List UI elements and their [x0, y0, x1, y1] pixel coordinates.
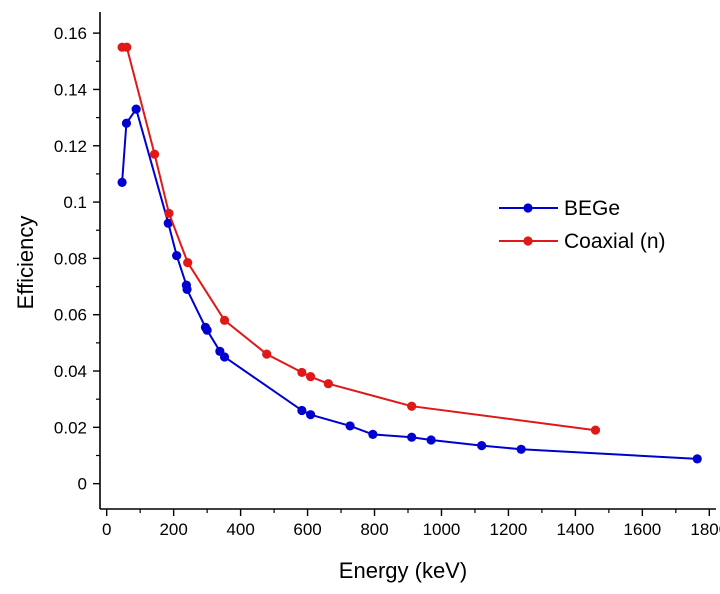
x-tick-label: 1400 — [556, 520, 594, 539]
x-tick-label: 200 — [159, 520, 187, 539]
data-point — [516, 444, 526, 454]
y-tick-label: 0.16 — [54, 24, 87, 43]
data-point — [407, 401, 417, 411]
x-tick-label: 1600 — [623, 520, 661, 539]
data-point — [219, 352, 230, 362]
data-point — [305, 410, 316, 420]
x-tick-label: 1200 — [490, 520, 528, 539]
data-point — [692, 454, 702, 464]
x-tick-label: 400 — [226, 520, 254, 539]
legend: BEGe Coaxial (n) — [499, 197, 666, 253]
legend-label: BEGe — [564, 197, 620, 220]
data-point — [297, 367, 307, 378]
data-point — [590, 425, 601, 435]
data-point — [297, 405, 307, 416]
data-point — [172, 250, 182, 261]
x-tick-label: 1000 — [423, 520, 461, 539]
x-axis-title: Energy (keV) — [339, 558, 467, 583]
data-point — [117, 177, 127, 187]
y-tick-label: 0 — [78, 475, 87, 494]
series-1 — [117, 42, 601, 435]
data-point — [407, 432, 417, 442]
series-line — [122, 46, 596, 432]
y-tick-label: 0.12 — [54, 137, 87, 156]
x-tick-label: 0 — [102, 520, 111, 539]
data-point — [219, 315, 230, 325]
data-point — [122, 42, 132, 52]
legend-marker — [523, 236, 533, 246]
data-point — [183, 258, 193, 268]
data-point — [202, 325, 212, 335]
data-point — [182, 284, 192, 294]
x-tick-label: 600 — [293, 520, 321, 539]
data-point — [131, 104, 141, 114]
y-axis-title: Efficiency — [13, 216, 38, 310]
data-point — [345, 421, 355, 431]
data-point — [149, 149, 160, 159]
series-0 — [117, 104, 702, 464]
legend-label: Coaxial (n) — [564, 230, 666, 253]
data-point — [477, 441, 487, 451]
data-point — [305, 372, 316, 382]
data-point — [262, 349, 272, 359]
data-point — [426, 435, 436, 445]
y-tick-label: 0.06 — [54, 306, 87, 325]
y-tick-label: 0.04 — [54, 362, 87, 381]
y-tick-label: 0.1 — [63, 193, 87, 212]
data-point — [164, 208, 174, 218]
data-point — [323, 379, 333, 389]
data-point — [368, 429, 378, 439]
series-layer — [117, 42, 702, 464]
y-tick-label: 0.08 — [54, 249, 87, 268]
x-tick-label: 800 — [360, 520, 388, 539]
legend-marker — [523, 203, 533, 213]
y-tick-label: 0.14 — [54, 80, 87, 99]
y-tick-label: 0.02 — [54, 418, 87, 437]
data-point — [163, 218, 173, 228]
data-point — [121, 118, 132, 128]
